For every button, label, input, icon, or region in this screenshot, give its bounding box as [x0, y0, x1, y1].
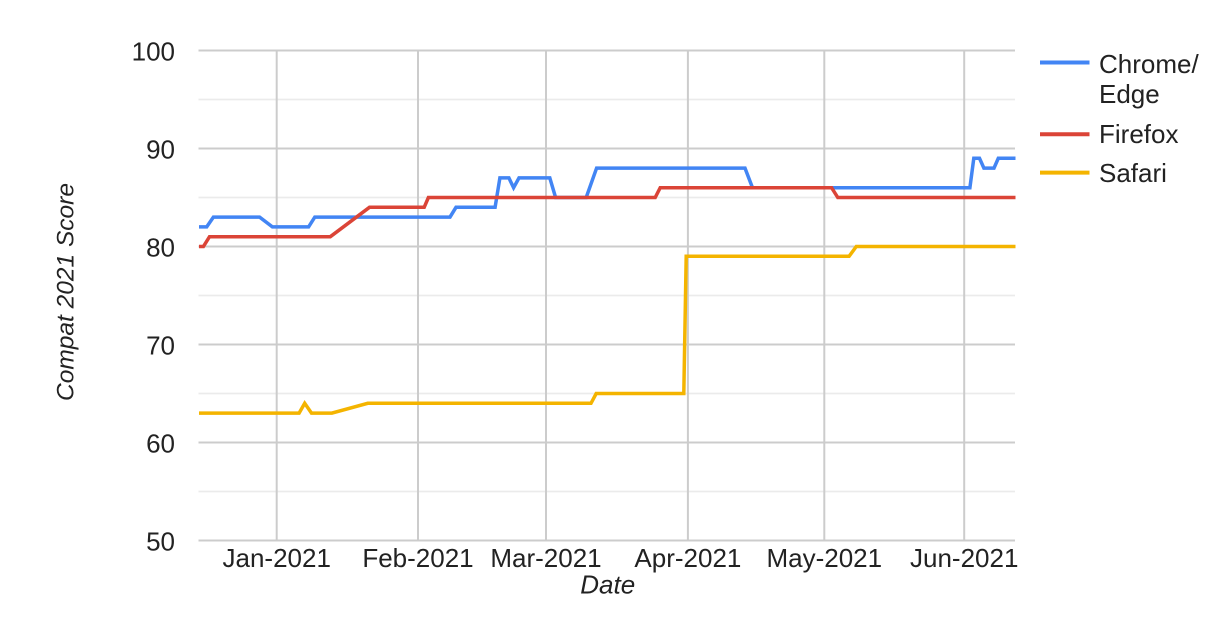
svg-text:Feb-2021: Feb-2021 [362, 543, 473, 573]
svg-text:Edge: Edge [1099, 79, 1160, 109]
svg-text:Date: Date [580, 570, 635, 600]
svg-text:May-2021: May-2021 [766, 543, 882, 573]
svg-text:Chrome/: Chrome/ [1099, 49, 1199, 79]
svg-text:70: 70 [146, 330, 175, 360]
svg-text:80: 80 [146, 232, 175, 262]
svg-text:60: 60 [146, 428, 175, 458]
svg-text:Safari: Safari [1099, 158, 1167, 188]
svg-text:90: 90 [146, 134, 175, 164]
svg-text:Jan-2021: Jan-2021 [222, 543, 330, 573]
svg-text:Apr-2021: Apr-2021 [634, 543, 741, 573]
svg-text:100: 100 [132, 36, 175, 66]
svg-text:Compat 2021 Score: Compat 2021 Score [53, 183, 80, 401]
svg-text:Mar-2021: Mar-2021 [490, 543, 601, 573]
svg-text:Jun-2021: Jun-2021 [910, 543, 1018, 573]
svg-text:50: 50 [146, 526, 175, 556]
svg-text:Firefox: Firefox [1099, 119, 1178, 149]
